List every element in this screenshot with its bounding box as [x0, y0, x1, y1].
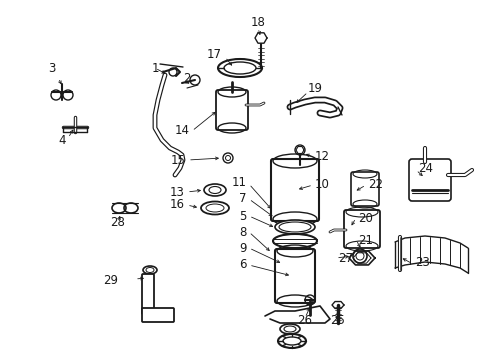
FancyBboxPatch shape [274, 249, 314, 303]
Ellipse shape [274, 220, 314, 234]
Text: 1: 1 [151, 62, 159, 75]
FancyBboxPatch shape [216, 90, 247, 130]
FancyBboxPatch shape [350, 172, 378, 206]
Text: 12: 12 [314, 150, 329, 163]
Text: 17: 17 [206, 49, 222, 62]
Text: 5: 5 [239, 210, 246, 222]
Text: 13: 13 [170, 185, 184, 198]
Text: 29: 29 [103, 274, 118, 287]
Text: 10: 10 [314, 179, 329, 192]
FancyBboxPatch shape [343, 210, 379, 248]
Text: 3: 3 [48, 62, 56, 75]
Text: 19: 19 [307, 81, 323, 94]
Text: 18: 18 [250, 15, 265, 28]
Text: 11: 11 [231, 176, 246, 189]
Text: 26: 26 [297, 314, 312, 327]
FancyBboxPatch shape [270, 159, 318, 221]
Text: 22: 22 [367, 179, 382, 192]
Text: 4: 4 [58, 134, 65, 147]
Text: 14: 14 [175, 123, 190, 136]
Text: 2: 2 [183, 72, 190, 85]
Ellipse shape [278, 334, 305, 348]
Text: 7: 7 [239, 193, 246, 206]
FancyBboxPatch shape [142, 308, 174, 322]
FancyBboxPatch shape [142, 274, 154, 314]
Text: 28: 28 [110, 216, 125, 229]
Text: 20: 20 [357, 211, 372, 225]
Text: 23: 23 [414, 256, 429, 269]
Text: 16: 16 [170, 198, 184, 211]
Text: 15: 15 [171, 153, 185, 166]
Ellipse shape [272, 234, 316, 248]
Text: 9: 9 [239, 242, 246, 255]
Text: 8: 8 [239, 225, 246, 238]
Text: 27: 27 [337, 252, 352, 265]
FancyBboxPatch shape [408, 159, 450, 201]
Text: 25: 25 [330, 314, 345, 327]
Text: 6: 6 [239, 258, 246, 271]
Text: 21: 21 [357, 234, 372, 247]
Text: 24: 24 [417, 162, 432, 175]
